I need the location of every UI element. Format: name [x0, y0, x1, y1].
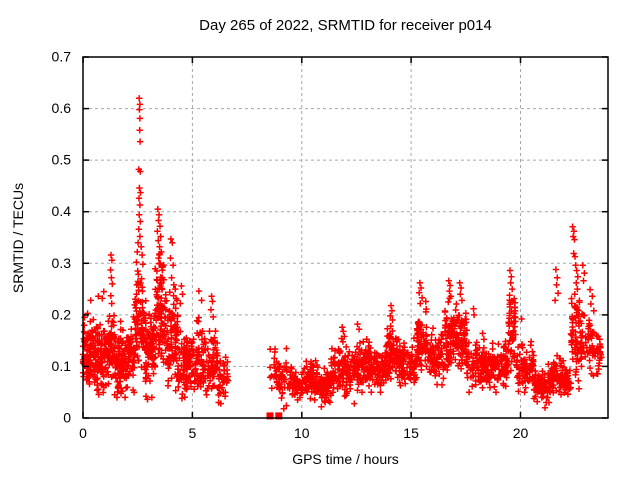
y-tick-label: 0 [63, 410, 71, 426]
y-tick-label: 0.6 [52, 100, 72, 116]
zero-value-marker [275, 412, 283, 420]
zero-value-marker [266, 412, 274, 420]
y-tick-label: 0.4 [52, 203, 72, 219]
x-tick-label: 20 [513, 425, 529, 441]
chart-title: Day 265 of 2022, SRMTID for receiver p01… [199, 17, 492, 34]
plot-border [82, 56, 609, 419]
y-tick-label: 0.7 [52, 49, 72, 65]
y-tick-label: 0.1 [52, 358, 72, 374]
y-tick-label: 0.5 [52, 152, 72, 168]
tick-labels: 0 5 10 15 20 0 0.1 0.2 0.3 0.4 0.5 0.6 0.7 [52, 49, 529, 442]
x-tick-label: 15 [403, 425, 419, 441]
x-tick-label: 5 [189, 425, 197, 441]
y-axis-label: SRMTID / TECUs [10, 182, 26, 294]
x-tick-label: 0 [79, 425, 87, 441]
axis-ticks [82, 56, 608, 419]
y-tick-label: 0.3 [52, 255, 72, 271]
x-axis-label: GPS time / hours [292, 451, 399, 467]
x-tick-label: 10 [294, 425, 310, 441]
data-points [79, 95, 605, 412]
y-tick-label: 0.2 [52, 306, 72, 322]
